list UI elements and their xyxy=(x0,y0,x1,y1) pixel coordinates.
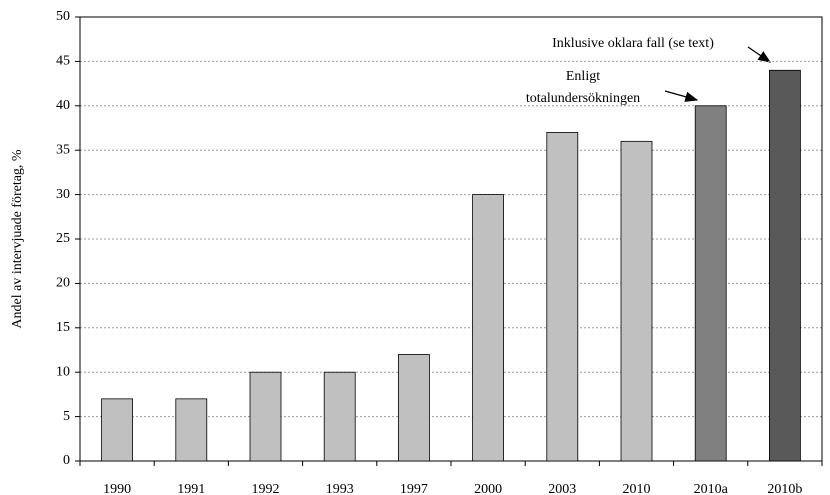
x-tick-label: 2010a xyxy=(694,482,729,495)
y-tick-label: 45 xyxy=(56,54,70,69)
bar xyxy=(101,398,133,462)
y-tick-label: 40 xyxy=(56,98,70,113)
y-tick-label: 25 xyxy=(56,231,70,246)
y-axis-label: Andel av intervjuade företag, % xyxy=(10,149,25,329)
y-tick-label: 30 xyxy=(56,187,70,202)
bar xyxy=(323,371,356,462)
x-tick-label: 1992 xyxy=(252,482,280,495)
x-tick-label: 2010 xyxy=(623,482,651,495)
y-tick-label: 10 xyxy=(56,364,70,379)
bar xyxy=(546,132,579,462)
arrow xyxy=(747,46,772,63)
x-tick-label: 1997 xyxy=(400,482,428,495)
x-tick-label: 2003 xyxy=(548,482,576,495)
x-tick-label: 1990 xyxy=(103,482,131,495)
bar xyxy=(175,398,208,462)
bar xyxy=(694,105,727,462)
bar xyxy=(769,69,801,462)
y-tick-label: 15 xyxy=(56,320,70,335)
arrow xyxy=(664,90,699,102)
x-tick-label: 2010b xyxy=(767,482,802,495)
y-tick-label: 35 xyxy=(56,142,70,157)
y-tick-label: 5 xyxy=(63,409,70,424)
annotation: Enligt xyxy=(566,69,600,84)
x-tick-label: 1991 xyxy=(177,482,205,495)
annotation: totalundersökningen xyxy=(526,91,640,106)
y-tick-label: 20 xyxy=(56,276,70,291)
x-tick-label: 1993 xyxy=(326,482,354,495)
y-tick-label: 0 xyxy=(63,453,70,468)
annotation: Inklusive oklara fall (se text) xyxy=(552,36,714,51)
y-tick-label: 50 xyxy=(56,9,70,24)
x-tick-label: 2000 xyxy=(474,482,502,495)
bar xyxy=(620,140,653,462)
bar xyxy=(397,354,430,462)
bar xyxy=(249,371,282,462)
bar xyxy=(472,194,505,462)
